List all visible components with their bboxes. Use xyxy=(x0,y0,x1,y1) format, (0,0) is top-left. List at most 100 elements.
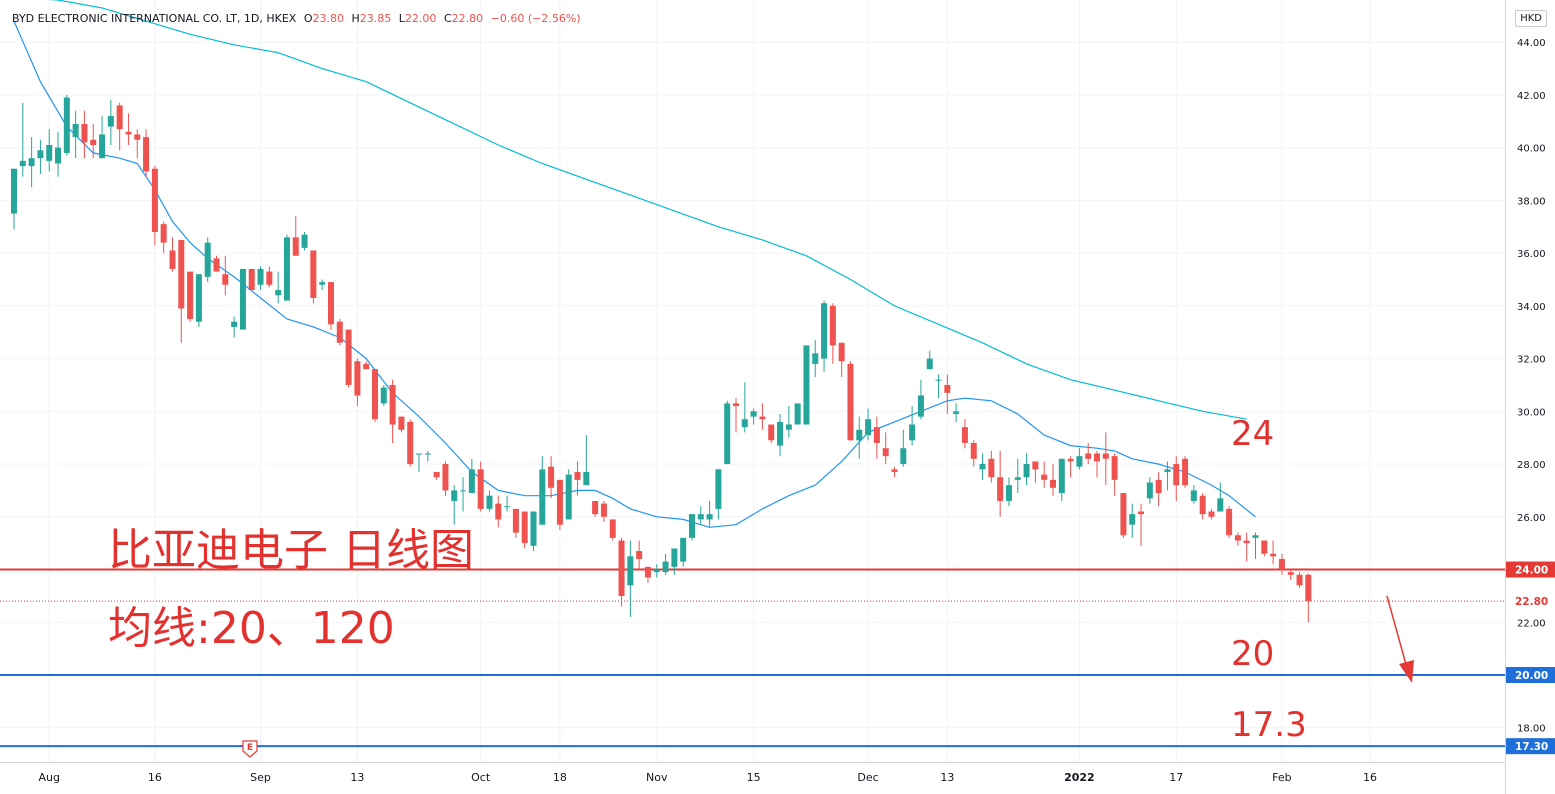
time-tick-label: Sep xyxy=(250,771,271,784)
candle-body xyxy=(583,471,590,486)
chart-title-annotation: 比亚迪电子 日线图 xyxy=(108,525,474,576)
candle-body xyxy=(609,519,616,538)
candle-body xyxy=(28,158,35,167)
currency-button[interactable]: HKD xyxy=(1515,10,1547,27)
candle-body xyxy=(468,469,475,494)
time-tick-label: 2022 xyxy=(1064,771,1095,784)
time-tick-label: Nov xyxy=(646,771,668,784)
candle-body xyxy=(1076,456,1083,467)
moving-averages xyxy=(13,0,1256,528)
candle-body xyxy=(231,321,238,327)
candle-body xyxy=(1243,540,1250,544)
candle-body xyxy=(178,239,185,309)
candle-body xyxy=(283,237,290,301)
earnings-marker[interactable] xyxy=(242,740,258,758)
candle-body xyxy=(442,464,449,491)
candle-body xyxy=(195,274,202,322)
candle-body xyxy=(1111,456,1118,480)
candle-body xyxy=(125,131,132,135)
candle-body xyxy=(1049,479,1056,488)
candle-body xyxy=(530,511,537,546)
candle-body xyxy=(1023,464,1030,478)
ma20-line xyxy=(13,20,1256,528)
candle-body xyxy=(1005,485,1012,501)
time-axis[interactable]: Aug 16 Sep 13 Oct 18 Nov 15 Dec 13 2022 17 Feb 16 xyxy=(0,762,1505,794)
candle-body xyxy=(997,477,1004,501)
candle-body xyxy=(944,384,951,393)
candle-body xyxy=(37,150,44,159)
candle-body xyxy=(706,514,713,520)
time-tick-label: Aug xyxy=(38,771,59,784)
candle-body xyxy=(1032,461,1039,470)
candle-body xyxy=(63,97,70,153)
candle-body xyxy=(1138,511,1145,515)
price-tick-label: 18.00 xyxy=(1517,724,1546,735)
time-tick-label: 15 xyxy=(747,771,761,784)
price-tick-label: 40.00 xyxy=(1517,144,1546,155)
candle-body xyxy=(248,268,255,291)
candle-body xyxy=(873,427,880,443)
candle-body xyxy=(1182,458,1189,486)
open-label: O xyxy=(303,12,313,25)
candle-body xyxy=(151,168,158,233)
candle-body xyxy=(865,419,872,436)
candle-body xyxy=(627,556,634,586)
close-label: C xyxy=(443,12,452,25)
price-axis[interactable]: 18.00 20.00 22.00 24.00 26.00 28.00 30.00 32.00… xyxy=(1505,0,1555,794)
price-axis-background xyxy=(1505,0,1555,794)
candle-body xyxy=(1014,477,1021,480)
candle-body xyxy=(354,361,361,396)
high-value: 23.85 xyxy=(359,12,392,25)
candle-body xyxy=(882,448,889,457)
candle-body xyxy=(486,495,493,509)
grid-lines xyxy=(0,0,1505,762)
candle-body xyxy=(1155,479,1162,494)
candle-body xyxy=(495,503,502,520)
candle-body xyxy=(310,250,317,298)
candle-body xyxy=(460,490,467,492)
candle-body xyxy=(1270,553,1277,557)
candle-body xyxy=(935,379,942,381)
candle-body xyxy=(600,503,607,517)
candle-body xyxy=(671,548,678,567)
candle-body xyxy=(724,403,731,465)
low-label: L xyxy=(398,12,405,25)
candle-body xyxy=(821,303,828,359)
candle-body xyxy=(363,363,370,370)
price-tick-label: 22.00 xyxy=(1517,618,1546,629)
candle-body xyxy=(521,511,528,544)
candle-body xyxy=(636,551,643,559)
candle-body xyxy=(856,429,863,441)
candle-body xyxy=(803,345,810,425)
time-tick-label: 17 xyxy=(1169,771,1183,784)
candle-body xyxy=(292,237,299,256)
candle-body xyxy=(1058,458,1065,494)
price-tick-label: 36.00 xyxy=(1517,249,1546,260)
time-tick-label: 16 xyxy=(1363,771,1377,784)
candle-body xyxy=(257,268,264,285)
candle-body xyxy=(1146,482,1153,499)
earnings-marker-label: E xyxy=(247,743,253,753)
candle-body xyxy=(715,469,722,509)
candle-body xyxy=(548,466,555,488)
candle-body xyxy=(1261,540,1268,554)
candle-body xyxy=(1287,572,1294,575)
candle-body xyxy=(988,458,995,478)
candle-body xyxy=(794,403,801,425)
price-tick-label: 38.00 xyxy=(1517,196,1546,207)
candle-body xyxy=(1296,574,1303,586)
candle-body xyxy=(1278,558,1285,570)
candle-body xyxy=(90,139,97,146)
candle-body xyxy=(1199,495,1206,515)
time-axis-background xyxy=(0,762,1505,794)
arrow-shaft xyxy=(1386,595,1408,669)
candle-body xyxy=(372,369,379,420)
open-value: 23.80 xyxy=(312,12,345,25)
change-value: −0.60 (−2.56%) xyxy=(490,12,581,25)
candle-body xyxy=(19,160,26,167)
candle-body xyxy=(539,469,546,525)
time-tick-label: Dec xyxy=(857,771,878,784)
candle-body xyxy=(574,471,581,480)
